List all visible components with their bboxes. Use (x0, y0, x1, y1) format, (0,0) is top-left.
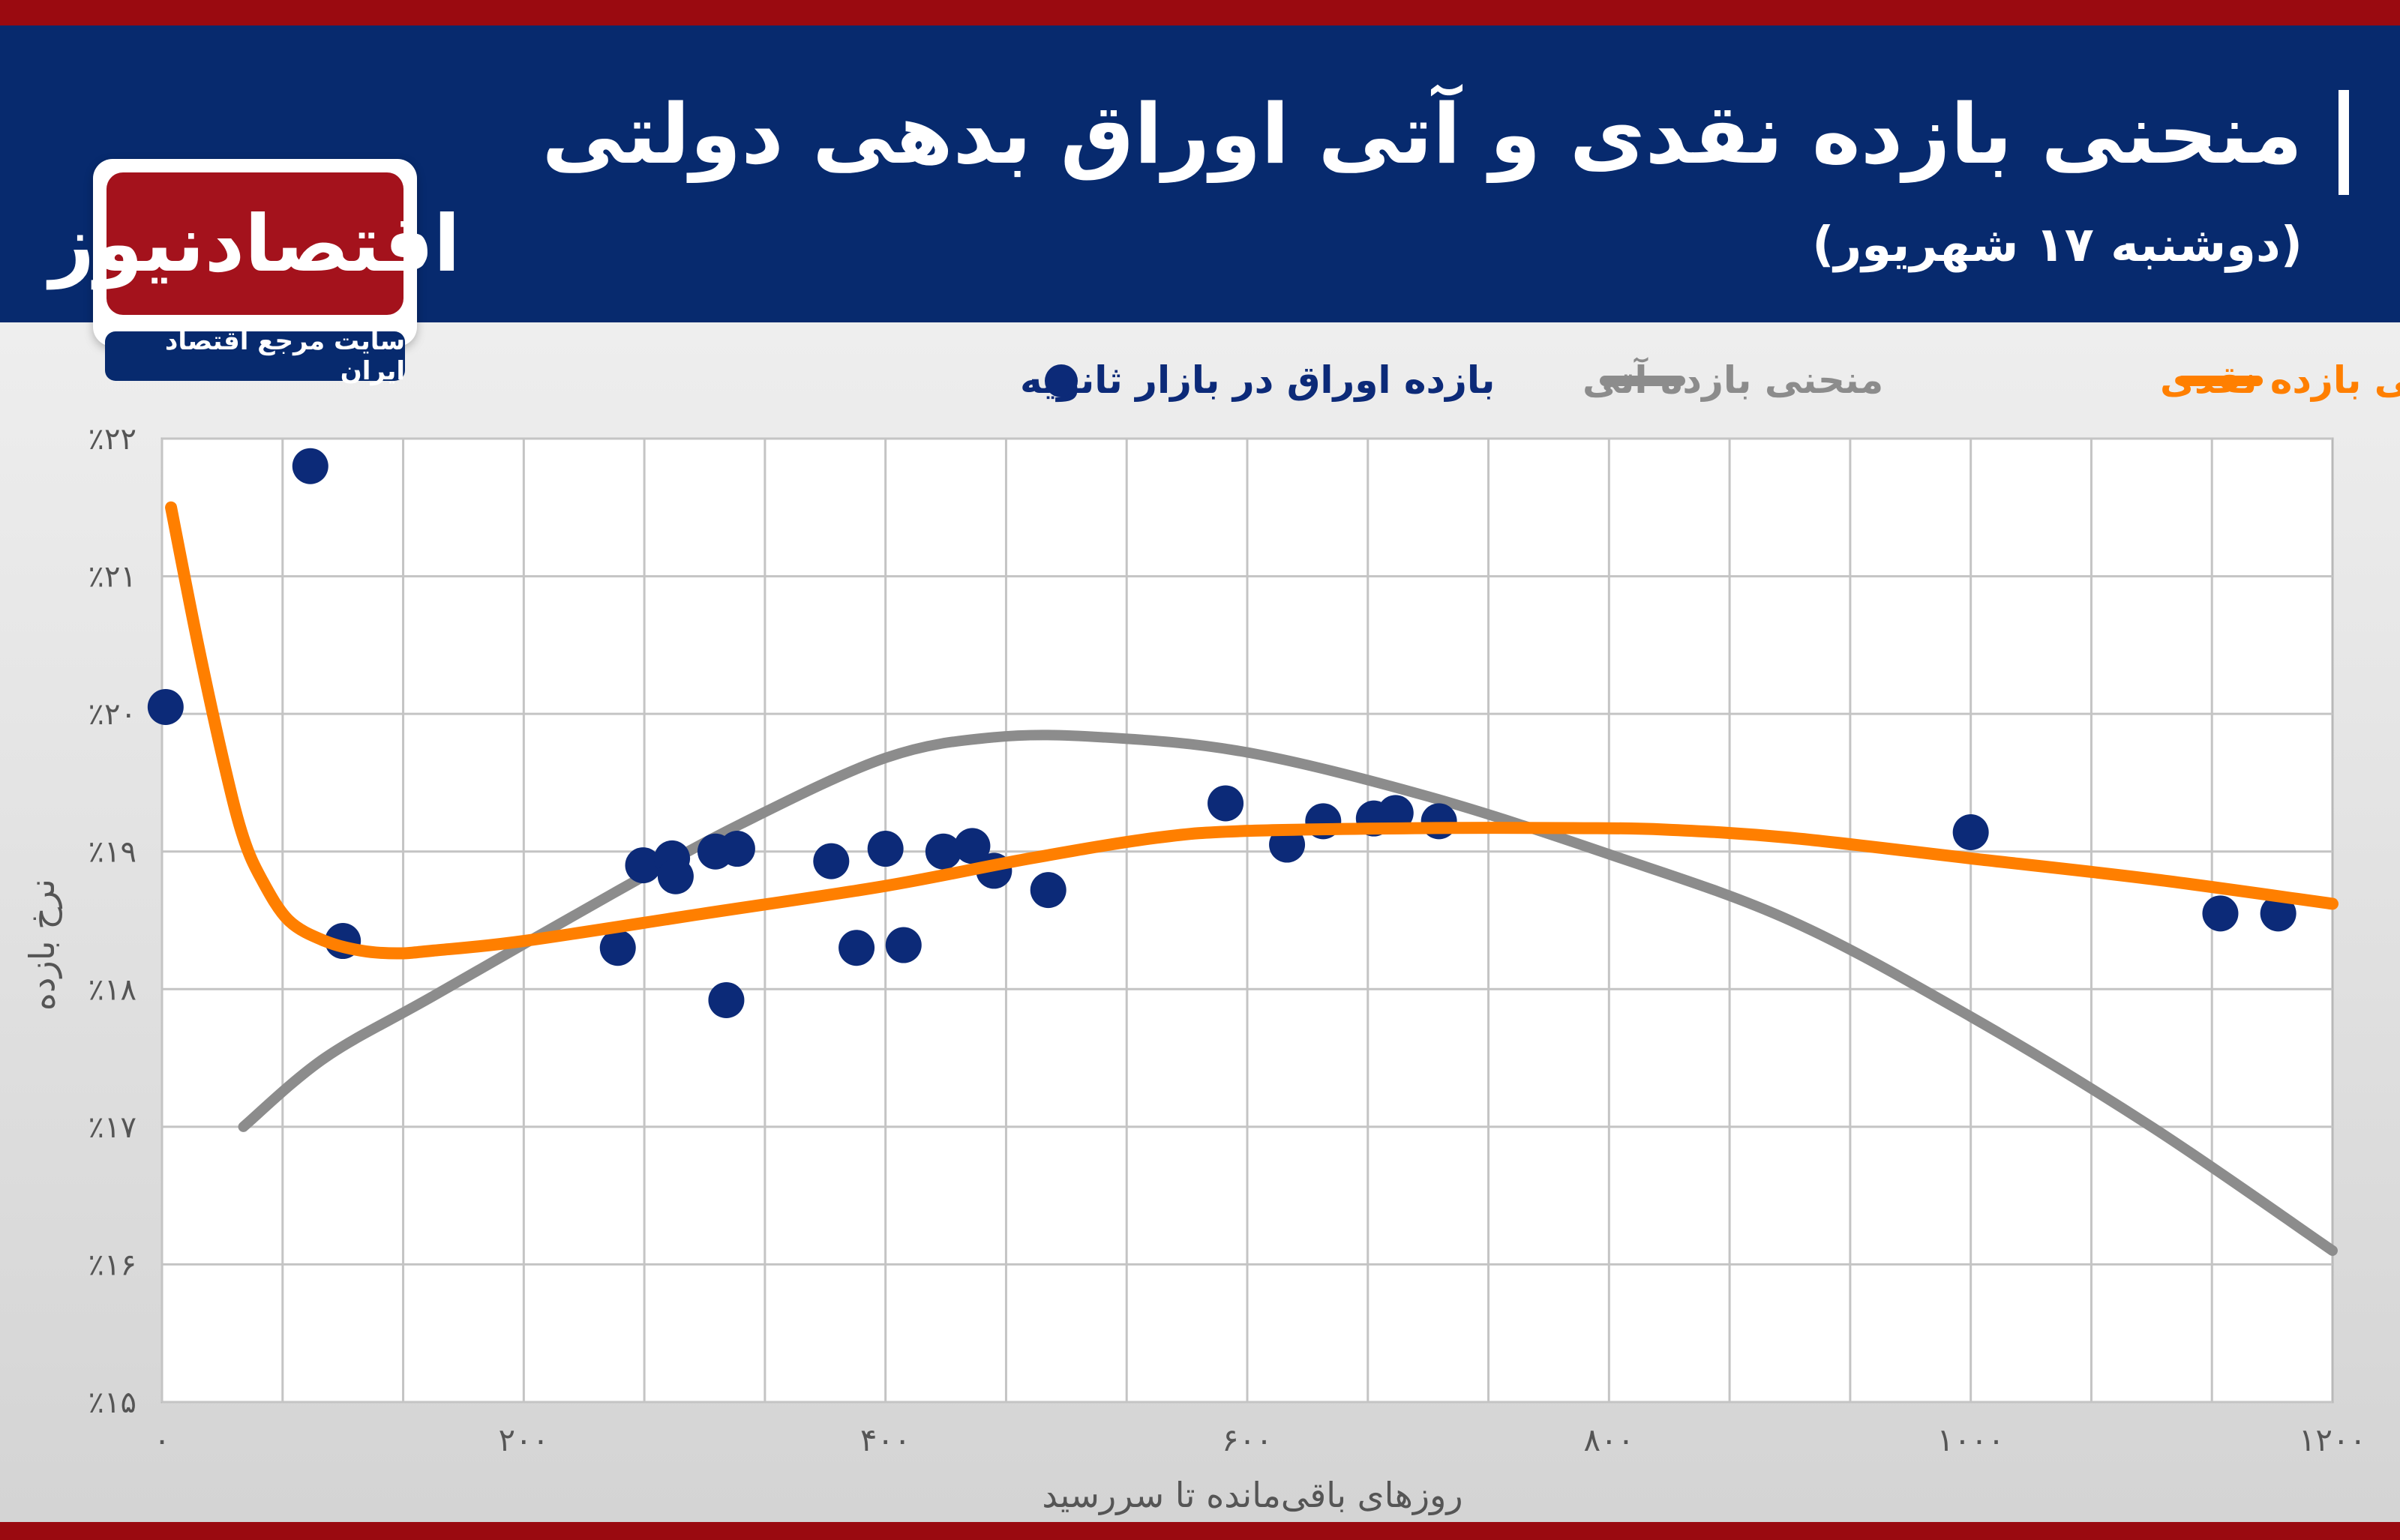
chart-axes: ۰ ۲۰۰ ۴۰۰ ۶۰۰ ۸۰۰ ۱۰۰۰ ۱۲۰۰ ٪۱۵ ٪۱۶ ٪۱۷ ٪۱۸ ٪۱۹ ٪۲۰ ٪… (88, 422, 2367, 1458)
page-subtitle: (دوشنبه ۱۷ شهریور) (1812, 217, 2302, 273)
x-axis-label: روزهای باقی‌مانده تا سررسید (1042, 1475, 1462, 1516)
title-accent-bar (2338, 90, 2349, 195)
bottom-stripe (0, 1522, 2400, 1540)
bond-yield-point (1377, 795, 1414, 831)
x-tick-label: ۴۰۰ (860, 1422, 911, 1458)
page-title: منحنی بازده نقدی و آتی اوراق بدهی دولتی (542, 86, 2302, 182)
x-tick-label: ۶۰۰ (1222, 1422, 1273, 1458)
y-tick-label: ٪۱۶ (88, 1248, 136, 1282)
x-tick-label: ۰ (154, 1422, 171, 1458)
chart-series (147, 448, 2338, 1257)
bond-yield-point (292, 448, 328, 484)
chart-grid (160, 437, 2334, 1404)
bond-yield-point (813, 843, 850, 879)
chart-legend: منحنی بازده نقدی منحنی بازده آتی بازده اور… (1020, 357, 2400, 403)
bond-yield-point (147, 688, 184, 725)
x-tick-label: ۱۲۰۰ (2299, 1422, 2366, 1458)
y-tick-label: ٪۲۱ (88, 560, 136, 595)
bond-yield-point (2202, 895, 2239, 932)
bond-yield-point (2260, 895, 2296, 932)
x-tick-label: ۸۰۰ (1583, 1422, 1634, 1458)
bond-yield-point (625, 847, 662, 884)
y-tick-label: ٪۱۹ (88, 835, 136, 870)
y-tick-label: ٪۱۵ (88, 1386, 136, 1420)
bond-yield-point (1208, 785, 1244, 822)
legend-label: منحنی بازده نقدی (2160, 358, 2400, 402)
top-stripe (0, 0, 2400, 25)
spot-yield-line (165, 501, 2338, 960)
bond-yield-point (1952, 814, 1989, 851)
bond-yield-point (657, 858, 694, 894)
y-tick-label: ٪۱۷ (88, 1110, 136, 1145)
logo-wordmark: اقتصادنیوز (50, 172, 460, 315)
bond-yield-point (867, 831, 904, 867)
bond-yield-point (708, 981, 745, 1018)
bond-yield-point (599, 930, 636, 966)
bond-yield-point (838, 930, 875, 966)
legend-label: بازده اوراق در بازار ثانویه (1020, 358, 1495, 403)
x-tick-label: ۱۰۰۰ (1937, 1422, 2005, 1458)
legend-label: منحنی بازده آتی (1582, 357, 1883, 402)
x-tick-label: ۲۰۰ (498, 1422, 549, 1458)
bond-yield-point (1030, 872, 1066, 909)
y-axis-label: نرخ بازده (22, 879, 63, 1011)
logo: اقتصادنیوز (50, 159, 460, 346)
bond-yield-point (925, 833, 962, 870)
y-tick-label: ٪۲۰ (88, 697, 136, 732)
bond-yield-point (954, 828, 991, 864)
y-tick-label: ٪۲۲ (88, 422, 136, 457)
bond-yield-point (718, 831, 755, 867)
legend-marker-dot (1045, 364, 1078, 397)
bond-yield-point (885, 927, 922, 963)
logo-tagline: سایت مرجع اقتصاد ایران (105, 326, 405, 386)
y-tick-label: ٪۱۸ (88, 972, 136, 1007)
